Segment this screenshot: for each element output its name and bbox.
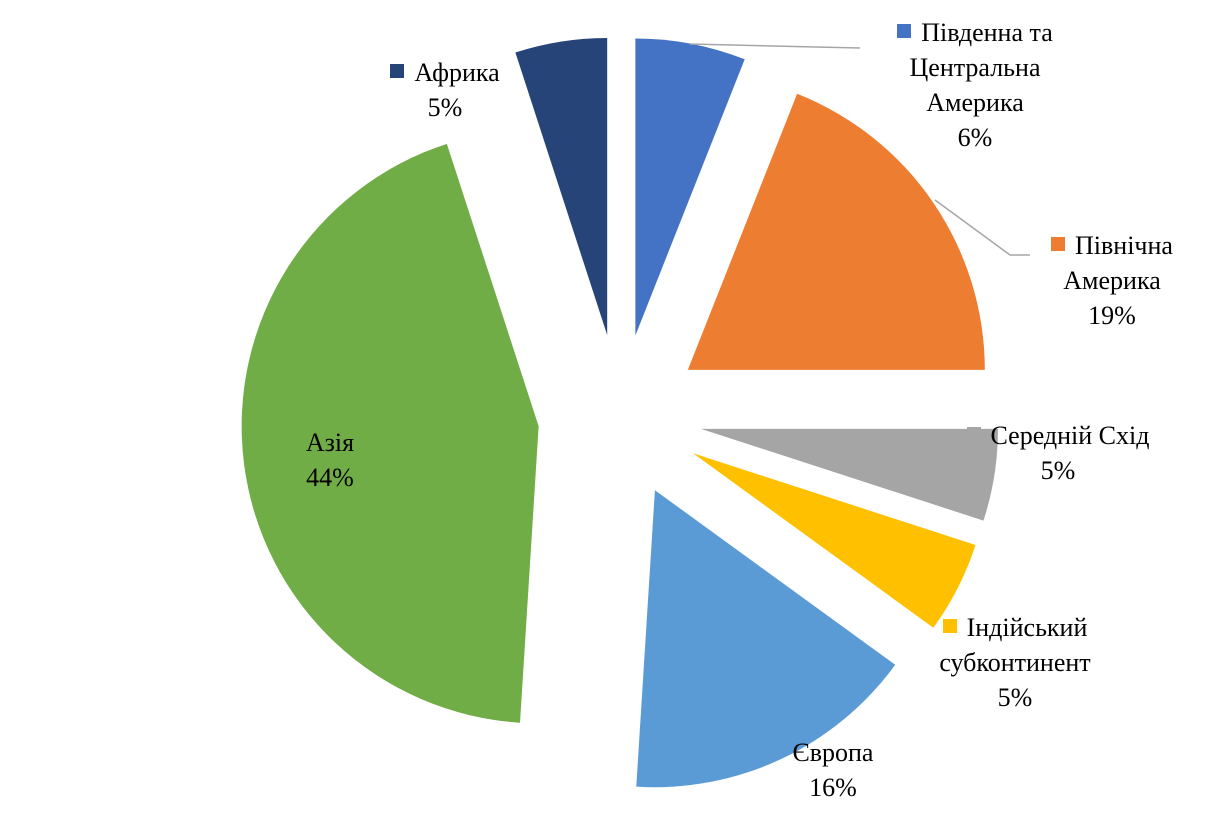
data-label: Південна та Центральна Америка 6% bbox=[870, 15, 1080, 155]
data-label: Європа 16% bbox=[753, 735, 913, 805]
pie-slice bbox=[636, 490, 896, 788]
category-label: Азія bbox=[250, 425, 410, 460]
category-text: Північна Америка bbox=[1063, 231, 1173, 295]
legend-marker bbox=[1051, 237, 1066, 251]
pie-slice bbox=[241, 143, 539, 723]
category-label: Європа bbox=[753, 735, 913, 770]
category-label: Африка bbox=[355, 55, 535, 90]
category-label: Середній Схід bbox=[923, 418, 1193, 453]
data-label: Індійський субконтинент 5% bbox=[905, 610, 1125, 715]
category-text: Південна та Центральна Америка bbox=[909, 18, 1053, 117]
pie-slice bbox=[687, 93, 985, 370]
leader-line bbox=[934, 199, 1030, 256]
leader-line bbox=[689, 43, 861, 49]
category-text: Африка bbox=[414, 58, 500, 87]
pie-slice bbox=[700, 428, 998, 521]
data-label: Північна Америка 19% bbox=[1032, 228, 1192, 333]
pie-slice bbox=[693, 453, 976, 628]
category-text: Європа bbox=[792, 738, 874, 767]
category-text: Азія bbox=[305, 428, 355, 457]
pie-slice bbox=[635, 38, 745, 336]
legend-marker bbox=[966, 427, 981, 441]
legend-marker bbox=[897, 24, 912, 38]
category-text: Середній Схід bbox=[990, 421, 1150, 450]
legend-marker bbox=[942, 619, 957, 633]
data-label: Африка 5% bbox=[355, 55, 535, 125]
value-label: 44% bbox=[306, 463, 354, 492]
category-text: Індійський субконтинент bbox=[939, 613, 1091, 677]
value-label: 5% bbox=[1040, 456, 1076, 485]
value-label: 6% bbox=[957, 123, 993, 152]
category-label: Індійський субконтинент bbox=[905, 610, 1125, 680]
legend-marker bbox=[390, 64, 405, 78]
data-label: Азія 44% bbox=[250, 425, 410, 495]
category-label: Південна та Центральна Америка bbox=[870, 15, 1080, 120]
value-label: 5% bbox=[427, 93, 463, 122]
value-label: 16% bbox=[809, 773, 857, 802]
value-label: 5% bbox=[997, 683, 1033, 712]
pie-slice bbox=[515, 38, 608, 336]
category-label: Північна Америка bbox=[1032, 228, 1192, 298]
data-label: Середній Схід 5% bbox=[923, 418, 1193, 488]
value-label: 19% bbox=[1088, 301, 1136, 330]
